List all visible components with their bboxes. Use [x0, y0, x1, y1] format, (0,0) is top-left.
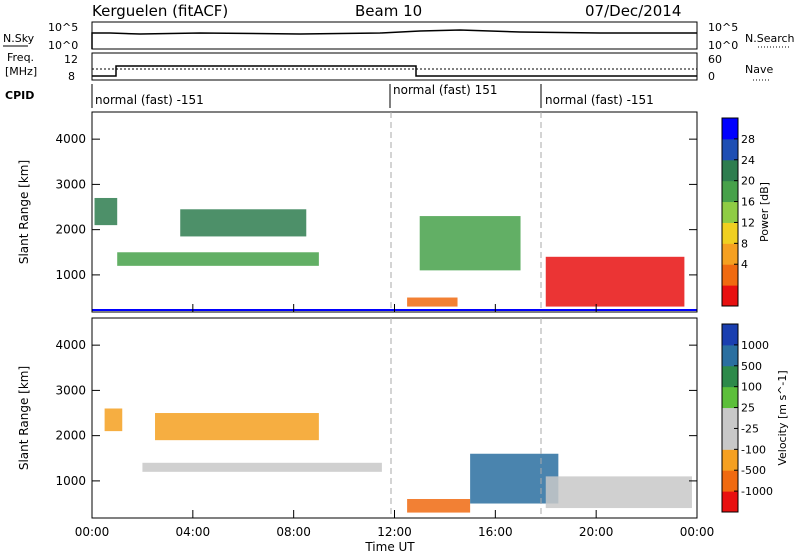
station-title: Kerguelen (fitACF)	[92, 2, 228, 20]
freq-tick-top: 12	[64, 53, 78, 66]
velocity-colorbar-label: Velocity [m s^-1]	[776, 370, 789, 465]
power-colorbar-tick-label-5: 8	[741, 237, 748, 250]
power-y-axis: 4000 3000 2000 1000	[55, 132, 697, 282]
power-feature-5	[545, 256, 685, 307]
velocity-feature-1	[155, 413, 319, 441]
power-ytick-label-3: 1000	[55, 268, 86, 282]
velocity-colorbar-frame	[721, 323, 739, 513]
power-feature-0	[94, 197, 118, 226]
nsearch-tick-top: 10^5	[708, 21, 738, 34]
time-tick-label-1: 04:00	[176, 525, 211, 539]
velocity-colorbar-tick-label-7: -1000	[741, 485, 773, 498]
beam-title: Beam 10	[355, 2, 422, 20]
freq-label-line1: Freq.	[7, 51, 34, 64]
velocity-colorbar-swatch-6	[722, 365, 738, 388]
nsearch-tick-bottom: 10^0	[708, 39, 738, 52]
velocity-colorbar-tick-label-5: -100	[741, 443, 766, 456]
power-ytick-label-0: 4000	[55, 132, 86, 146]
velocity-colorbar-swatch-3	[722, 428, 738, 450]
time-tick-label-6: 00:00	[680, 525, 715, 539]
freq-tick-bottom: 8	[68, 70, 75, 83]
power-colorbar-tick-label-2: 20	[741, 175, 755, 188]
nsky-tick-bottom: 10^0	[48, 39, 78, 52]
freq-panel-frame	[91, 52, 698, 81]
time-tick-label-2: 08:00	[276, 525, 311, 539]
velocity-colorbar-swatch-8	[722, 324, 738, 346]
velocity-colorbar-tick-label-2: 100	[741, 381, 762, 394]
time-axis: 00:00 04:00 08:00 12:00 16:00 20:00 00:00	[75, 304, 715, 539]
nsky-panel-frame	[91, 21, 698, 50]
power-colorbar-swatch-1	[722, 264, 738, 286]
velocity-colorbar-swatch-4	[722, 407, 738, 429]
power-colorbar-tick-label-0: 28	[741, 133, 755, 146]
velocity-feature-4	[470, 453, 559, 504]
nsearch-label: N.Search	[745, 32, 795, 45]
power-heatmap-data	[92, 197, 697, 311]
nsky-tick-top: 10^5	[48, 21, 78, 34]
velocity-feature-2	[142, 462, 382, 472]
power-ytick-label-2: 2000	[55, 223, 86, 237]
velocity-colorbar-swatch-7	[722, 344, 738, 367]
velocity-colorbar-tick-label-6: -500	[741, 464, 766, 477]
power-feature-1	[117, 252, 319, 266]
velocity-y-axis: 4000 3000 2000 1000	[55, 338, 697, 488]
power-colorbar-swatch-4	[722, 201, 738, 223]
velocity-colorbar-swatch-2	[722, 449, 738, 471]
freq-label-line2: [MHz]	[5, 65, 37, 78]
power-feature-4	[419, 216, 521, 271]
velocity-colorbar-tick-label-3: 25	[741, 402, 755, 415]
power-colorbar-swatch-0	[722, 285, 738, 307]
power-colorbar-swatch-6	[722, 159, 738, 182]
cpid-segment-2: normal (fast) 151	[393, 83, 497, 97]
cpid-segment-3: normal (fast) -151	[545, 93, 654, 107]
nave-label: Nave	[745, 63, 773, 76]
power-colorbar-tick-label-4: 12	[741, 216, 755, 229]
velocity-colorbar: 1000 500 100 25 -25 -100 -500 -1000	[721, 323, 773, 513]
velocity-ytick-label-3: 1000	[55, 474, 86, 488]
cpid-label: CPID	[5, 89, 34, 102]
velocity-colorbar-tick-label-4: -25	[741, 422, 759, 435]
power-colorbar-tick-label-1: 24	[741, 154, 755, 167]
power-colorbar-tick-label-3: 16	[741, 196, 755, 209]
velocity-ylabel: Slant Range [km]	[17, 366, 31, 470]
power-feature-2	[180, 209, 307, 237]
power-feature-3	[407, 297, 458, 307]
velocity-feature-0	[104, 408, 123, 432]
nave-tick-bottom: 0	[708, 70, 715, 83]
time-tick-label-4: 16:00	[478, 525, 513, 539]
nave-tick-top: 60	[708, 53, 722, 66]
power-colorbar-swatch-5	[722, 180, 738, 203]
power-ytick-label-1: 3000	[55, 177, 86, 191]
velocity-feature-3	[407, 498, 471, 513]
time-tick-label-3: 12:00	[377, 525, 412, 539]
cpid-segment-1: normal (fast) -151	[95, 93, 204, 107]
time-axis-label: Time UT	[364, 540, 415, 554]
velocity-ytick-label-2: 2000	[55, 429, 86, 443]
power-colorbar-swatch-3	[722, 222, 738, 244]
time-tick-label-0: 00:00	[75, 525, 110, 539]
power-colorbar-frame	[721, 117, 739, 307]
power-colorbar-swatch-2	[722, 243, 738, 265]
velocity-colorbar-swatch-5	[722, 386, 738, 409]
velocity-ytick-label-0: 4000	[55, 338, 86, 352]
power-colorbar-tick-label-6: 4	[741, 258, 748, 271]
date-title: 07/Dec/2014	[585, 2, 681, 20]
velocity-colorbar-tick-label-0: 1000	[741, 339, 769, 352]
velocity-colorbar-swatch-1	[722, 470, 738, 492]
velocity-colorbar-swatch-0	[722, 491, 738, 513]
freq-trace	[92, 65, 697, 77]
power-ylabel: Slant Range [km]	[17, 160, 31, 264]
power-colorbar: 28 24 20 16 12 8 4	[721, 117, 755, 307]
velocity-ytick-label-1: 3000	[55, 383, 86, 397]
nsky-trace	[91, 29, 697, 49]
nsky-label: N.Sky	[3, 32, 35, 45]
power-colorbar-swatch-8	[722, 118, 738, 140]
time-tick-label-5: 20:00	[579, 525, 614, 539]
velocity-heatmap-data	[104, 408, 692, 513]
velocity-feature-5	[545, 476, 692, 509]
velocity-colorbar-tick-label-1: 500	[741, 360, 762, 373]
power-colorbar-label: Power [dB]	[758, 182, 771, 242]
power-colorbar-swatch-7	[722, 138, 738, 161]
